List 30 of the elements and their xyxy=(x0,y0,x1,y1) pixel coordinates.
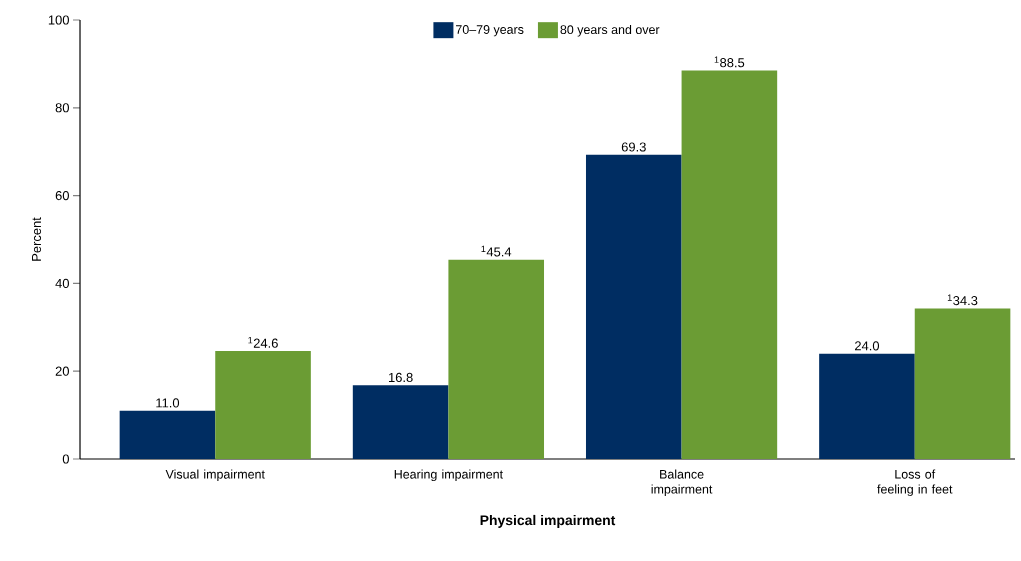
x-tick-label: Hearing impairment xyxy=(394,469,503,482)
data-label: $^{1}$24.6 xyxy=(248,337,278,348)
bar xyxy=(914,308,1011,459)
bar xyxy=(585,154,682,459)
data-label: 69.3 xyxy=(621,142,646,152)
y-tick-label: 60 xyxy=(55,191,69,201)
bar xyxy=(119,410,216,459)
data-label: 11.0 xyxy=(156,398,180,408)
x-tick-label: Loss of feeling in feet xyxy=(877,469,953,497)
bar xyxy=(352,385,449,459)
y-axis-title: Percent xyxy=(32,217,42,261)
legend-label: 70–79 years xyxy=(456,25,524,37)
bar xyxy=(448,259,545,459)
data-label: $^{1}$88.5 xyxy=(714,56,745,68)
y-tick-label: 40 xyxy=(55,278,69,288)
y-tick-label: 100 xyxy=(48,15,69,25)
x-tick-label: Visual impairment xyxy=(165,469,265,482)
x-axis-title: Physical impairment xyxy=(480,514,616,528)
x-tick-label: Balance impairment xyxy=(651,469,713,497)
y-tick-label: 80 xyxy=(55,103,69,113)
bar xyxy=(215,350,311,459)
data-label: 16.8 xyxy=(388,372,413,383)
data-label: 24.0 xyxy=(855,341,880,351)
bar xyxy=(681,70,778,459)
y-tick-label: 20 xyxy=(55,366,69,376)
y-tick-label: 0 xyxy=(62,454,69,464)
data-label: $^{1}$45.4 xyxy=(481,245,512,257)
legend-label: 80 years and over xyxy=(560,24,660,37)
bar xyxy=(819,353,915,459)
data-label: $^{1}$34.3 xyxy=(947,294,978,306)
